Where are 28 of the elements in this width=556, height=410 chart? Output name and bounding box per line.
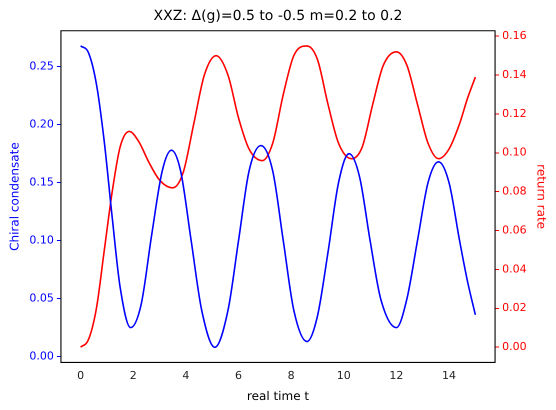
x-tick-label: 2 — [130, 368, 137, 382]
y-tick-label: 0.00 — [29, 349, 54, 362]
y2-tick-label: 0.12 — [502, 106, 527, 120]
y2-axis-title: return rate — [534, 164, 549, 230]
y2-tick-label: 0.10 — [502, 146, 527, 159]
x-tick-label: 6 — [235, 368, 242, 382]
y2-tick-label: 0.02 — [502, 301, 527, 314]
y2-tick-label: 0.16 — [502, 29, 527, 42]
y-tick-label: 0.10 — [29, 234, 54, 247]
x-tick-label: 4 — [182, 368, 190, 382]
y2-tick-label: 0.06 — [502, 223, 527, 236]
y-tick-label: 0.05 — [29, 291, 54, 304]
chart-title: XXZ: Δ(g)=0.5 to -0.5 m=0.2 to 0.2 — [154, 8, 402, 24]
y2-tick-label: 0.08 — [502, 184, 527, 198]
y2-tick-label: 0.00 — [502, 340, 527, 354]
y2-tick-label: 0.14 — [502, 68, 527, 81]
x-tick-label: 14 — [442, 368, 456, 382]
y-tick-label: 0.20 — [29, 118, 54, 131]
y2-tick-label: 0.04 — [502, 262, 527, 276]
y-axis-title: Chiral condensate — [7, 142, 22, 251]
y-tick-label: 0.15 — [29, 176, 54, 189]
x-tick-label: 0 — [77, 368, 84, 382]
x-tick-label: 10 — [336, 368, 351, 382]
line-series — [80, 45, 476, 348]
x-axis-title: real time t — [246, 388, 310, 403]
y-tick-label: 0.25 — [29, 60, 54, 73]
x-tick-label: 8 — [288, 368, 295, 382]
x-tick-label: 12 — [389, 368, 404, 382]
